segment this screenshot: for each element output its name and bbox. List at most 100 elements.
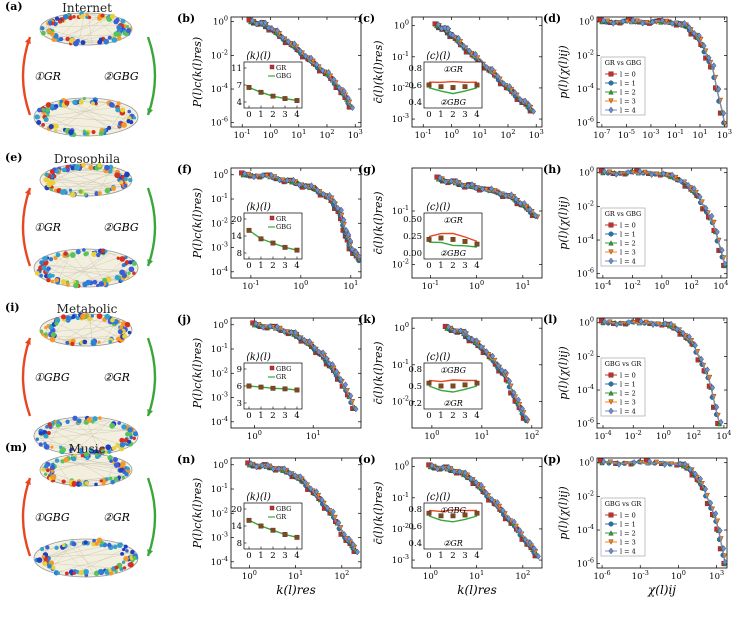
network-node [54, 321, 59, 326]
y-tick-label: 10-2 [577, 489, 594, 502]
network-node [71, 315, 75, 320]
data-point-l4 [345, 231, 352, 238]
y-tick-label: 10-2 [577, 199, 594, 212]
inset-x-tick-label: 0 [246, 411, 251, 421]
disk-edge [40, 263, 123, 279]
network-node [114, 274, 120, 281]
data-point-l4 [601, 458, 607, 465]
legend-marker-l0 [608, 512, 614, 518]
data-point-l4 [254, 463, 260, 471]
network-node [65, 315, 71, 321]
series-line-l4 [602, 320, 720, 423]
data-point-l4 [338, 206, 344, 214]
data-point-l3 [663, 18, 670, 25]
network-node [94, 453, 99, 457]
network-node [132, 436, 136, 441]
network-node [48, 22, 53, 26]
network-title: Metabolic [57, 302, 118, 316]
legend-marker-l4 [608, 106, 614, 114]
inset-x-tick-label: 0 [426, 110, 431, 120]
step-label-2: ②GBG [103, 221, 139, 234]
data-point-l4 [600, 17, 607, 24]
x-tick-label: 102 [501, 128, 516, 141]
network-node [76, 418, 82, 424]
network-node [44, 332, 48, 336]
data-point-l4 [254, 20, 260, 28]
data-point-l4 [678, 177, 684, 185]
disk-edge [85, 250, 106, 284]
x-tick-label: 101 [288, 569, 303, 582]
data-point-l4 [719, 246, 725, 254]
network-node [47, 422, 52, 427]
inset-x-tick-label: 0 [246, 551, 251, 561]
inset-point [450, 236, 456, 242]
disk-edge [69, 419, 113, 451]
network-node [48, 124, 54, 130]
network-node [80, 40, 86, 45]
data-point-l4 [526, 101, 532, 109]
network-node [55, 422, 61, 428]
data-point-l4 [662, 461, 668, 468]
inset-title: ⟨k⟩(l) [246, 352, 271, 363]
inset-x-tick-label: 3 [282, 261, 287, 271]
network-node [125, 549, 129, 553]
data-point-l4 [497, 190, 503, 197]
network-node [93, 449, 100, 455]
network-node [100, 248, 105, 254]
data-point-l4 [500, 507, 506, 515]
inset-x-tick-label: 0 [246, 110, 251, 120]
data-point-l4 [697, 193, 703, 201]
network-node [121, 263, 126, 268]
y-tick-label: 100 [579, 316, 594, 329]
inset-y-tick-label: 0.8 [408, 64, 422, 74]
network-node [94, 191, 99, 196]
network-node [71, 456, 77, 462]
inset-plot-c: ⟨c⟩(l) 0.8 0.5 0.2 0 1 2 3 4 ①GBG ②GR [408, 352, 483, 421]
network-node [101, 277, 108, 284]
network-node [123, 176, 128, 182]
step-label-1: ①GR [34, 70, 61, 83]
x-axis-label: k(l)res [457, 583, 496, 597]
y-axis-label: P(l)c(k(l)res) [191, 338, 204, 409]
data-point-l4 [631, 459, 637, 466]
network-node [128, 260, 133, 265]
inset-y-tick-label: 0.6 [408, 522, 422, 532]
network-node [117, 421, 122, 425]
panel-letter: (a) [5, 0, 23, 13]
inset-point [450, 513, 456, 519]
data-point-l4 [522, 97, 528, 105]
data-point-l4 [662, 320, 668, 328]
x-tick-label: 103 [529, 128, 544, 141]
network-node [97, 191, 102, 196]
network-node [107, 449, 112, 454]
legend-marker-l2 [608, 390, 614, 396]
data-point-l4 [468, 475, 474, 483]
x-tick-label: 101 [469, 569, 484, 582]
network-node [127, 427, 133, 433]
data-point-l4 [319, 496, 325, 504]
network-node [108, 476, 113, 481]
legend-label-l2: l = 2 [620, 390, 636, 398]
network-node [82, 131, 87, 136]
panel-letter: (h) [543, 163, 561, 176]
inset-x-tick-label: 2 [270, 261, 275, 271]
legend: GR vs GBG l = 0l = 1l = 2l = 3l = 4 [600, 56, 646, 116]
network-node [90, 340, 96, 346]
network-illustration-drosophila: (e) Drosophila ①GR ②GBG [5, 151, 139, 234]
network-node [78, 99, 84, 105]
data-point-l4 [290, 176, 296, 184]
network-node [64, 100, 70, 106]
network-node [49, 336, 56, 343]
network-node [113, 31, 119, 37]
inset-x-tick-label: 2 [450, 110, 455, 120]
network-node [42, 256, 48, 262]
inset-y-tick-label: 0.25 [403, 232, 422, 242]
x-tick-label: 10-1 [242, 279, 259, 292]
network-node [45, 545, 50, 550]
disk-edge [85, 418, 100, 453]
x-tick-label: 101 [692, 128, 707, 141]
network-node [122, 566, 127, 570]
network-node [62, 188, 67, 194]
disk-edge [64, 542, 103, 575]
